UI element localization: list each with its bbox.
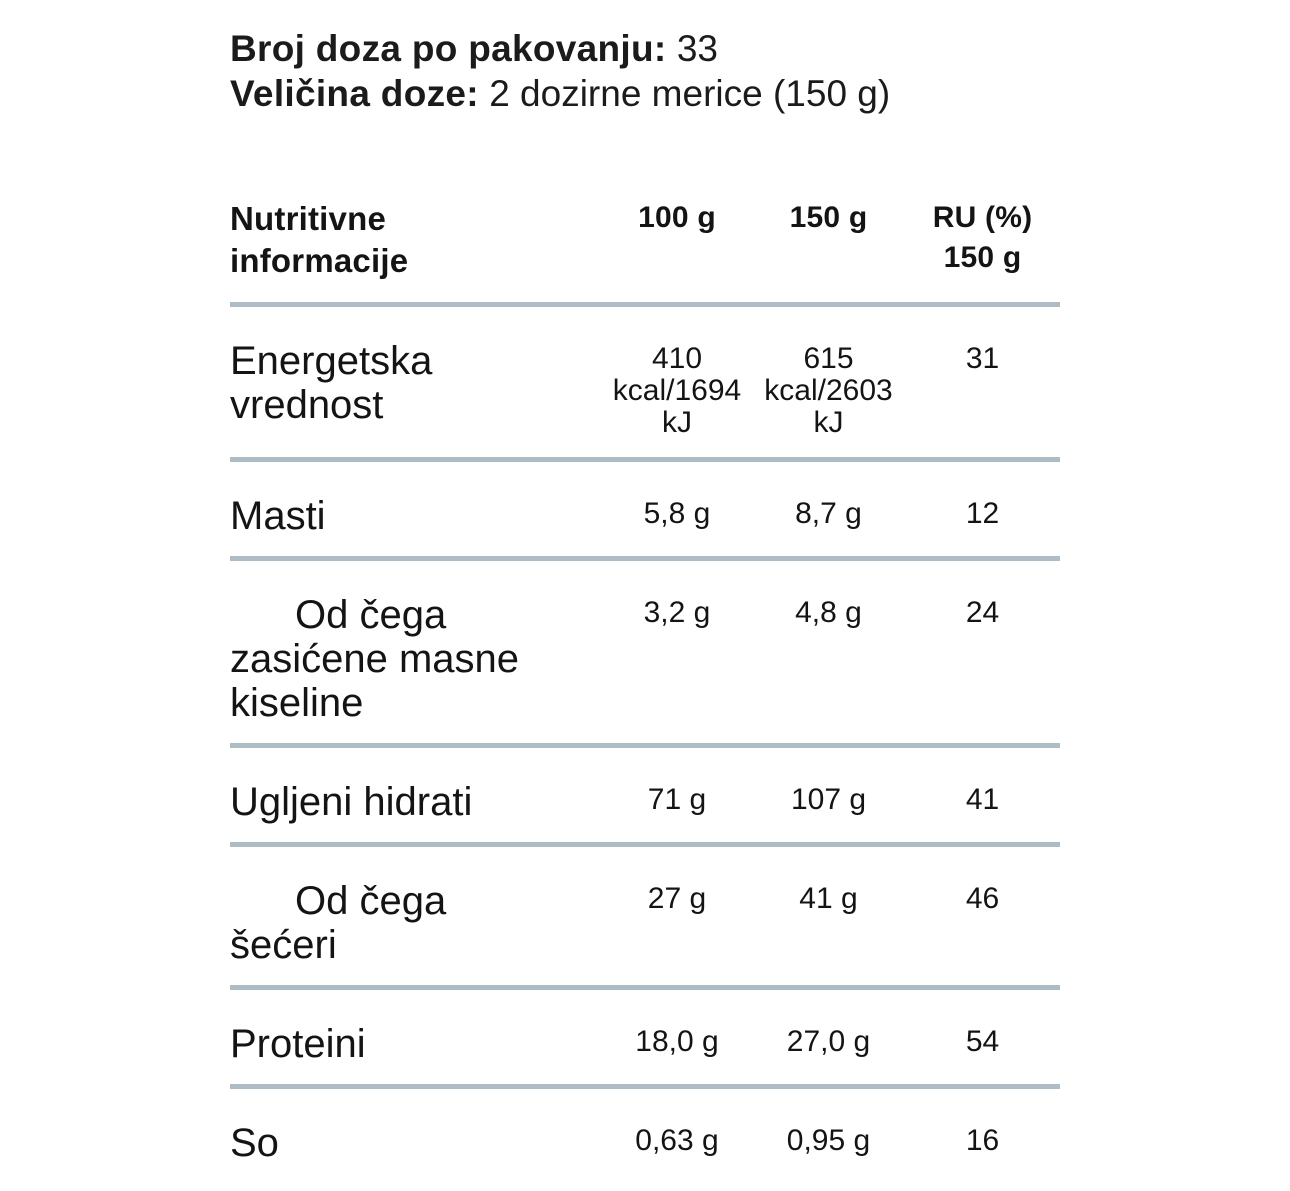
servings-per-package-value: 33 xyxy=(676,28,718,69)
column-header-100g: 100 g xyxy=(638,201,716,234)
row-value: 27 g xyxy=(647,882,707,915)
column-header-ru-percent: RU (%) 150 g xyxy=(932,201,1033,274)
row-value: 41 g xyxy=(799,882,858,915)
row-value: 31 xyxy=(965,342,1000,375)
row-label: Energetska vrednost xyxy=(230,339,433,427)
serving-size-value: 2 dozirne merice (150 g) xyxy=(489,73,891,114)
row-value: 27,0 g xyxy=(786,1025,871,1058)
row-value: 5,8 g xyxy=(643,497,711,530)
row-value: 71 g xyxy=(647,783,707,816)
serving-size-line: Veličina doze: 2 dozirne merice (150 g) xyxy=(230,71,1060,116)
table-row: Od čega zasićene masne kiseline 3,2 g 4,8 … xyxy=(230,561,1060,748)
serving-size-label: Veličina doze: xyxy=(230,73,479,114)
row-value: 3,2 g xyxy=(643,596,711,629)
row-value: 54 xyxy=(965,1025,1000,1058)
row-label: Masti xyxy=(230,494,326,538)
table-row: Ugljeni hidrati 71 g 107 g 41 xyxy=(230,748,1060,847)
row-value: 24 xyxy=(965,596,1000,629)
row-label: Od čega zasićene masne kiseline xyxy=(230,593,520,725)
table-row: Od čega šećeri 27 g 41 g 46 xyxy=(230,847,1060,990)
row-value: 0,63 g xyxy=(635,1124,719,1157)
table-row: Energetska vrednost 410 kcal/1694 kJ 615 k… xyxy=(230,307,1060,462)
row-value: 0,95 g xyxy=(786,1124,871,1157)
spacer xyxy=(667,28,677,69)
table-row: So 0,63 g 0,95 g 16 xyxy=(230,1089,1060,1183)
row-value: 615 kcal/2603 kJ xyxy=(764,342,893,439)
row-value: 410 kcal/1694 kJ xyxy=(612,342,742,439)
row-value: 46 xyxy=(965,882,1000,915)
table-header-row: Nutritivne informacije 100 g 150 g RU (%… xyxy=(230,198,1060,307)
row-value: 12 xyxy=(965,497,1000,530)
row-label: Od čega šećeri xyxy=(230,879,447,967)
row-value: 4,8 g xyxy=(795,596,862,629)
row-label: Proteini xyxy=(230,1022,366,1066)
table-title: Nutritivne informacije xyxy=(230,200,409,279)
row-label: Ugljeni hidrati xyxy=(230,780,473,824)
table-row: Masti 5,8 g 8,7 g 12 xyxy=(230,462,1060,561)
table-body: Energetska vrednost 410 kcal/1694 kJ 615 k… xyxy=(230,307,1060,1183)
column-header-150g: 150 g xyxy=(789,201,868,234)
row-value: 18,0 g xyxy=(635,1025,719,1058)
row-value: 107 g xyxy=(790,783,867,816)
row-value: 16 xyxy=(965,1124,1000,1157)
servings-per-package-label: Broj doza po pakovanju: xyxy=(230,28,667,69)
serving-info: Broj doza po pakovanju: 33 Veličina doze… xyxy=(230,26,1060,116)
table-row: Proteini 18,0 g 27,0 g 54 xyxy=(230,990,1060,1089)
spacer xyxy=(479,73,489,114)
row-label: So xyxy=(230,1121,279,1165)
row-value: 8,7 g xyxy=(795,497,862,530)
nutrition-table: Nutritivne informacije 100 g 150 g RU (%… xyxy=(230,198,1060,1183)
servings-per-package-line: Broj doza po pakovanju: 33 xyxy=(230,26,1060,71)
row-value: 41 xyxy=(965,783,1000,816)
panel-content: Broj doza po pakovanju: 33 Veličina doze… xyxy=(230,26,1060,1183)
